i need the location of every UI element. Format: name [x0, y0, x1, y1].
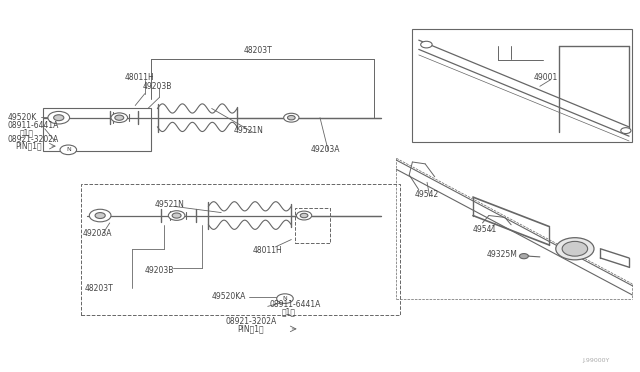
- Text: 49203B: 49203B: [145, 266, 174, 275]
- Circle shape: [276, 294, 293, 304]
- Text: 48203T: 48203T: [84, 284, 113, 293]
- Circle shape: [54, 115, 64, 121]
- Text: PIN（1）: PIN（1）: [237, 324, 264, 333]
- Text: 48203T: 48203T: [244, 46, 272, 55]
- Circle shape: [115, 115, 124, 120]
- Text: N: N: [66, 147, 70, 152]
- Text: 08911-6441A: 08911-6441A: [269, 300, 321, 309]
- Circle shape: [296, 211, 312, 220]
- Text: 48011H: 48011H: [253, 246, 283, 255]
- Circle shape: [621, 128, 631, 134]
- Text: 49203A: 49203A: [310, 145, 340, 154]
- Bar: [43, 109, 151, 151]
- Text: 49521N: 49521N: [154, 200, 184, 209]
- Text: 49521N: 49521N: [234, 126, 264, 135]
- Circle shape: [172, 213, 181, 218]
- Text: （1）: （1）: [19, 128, 33, 137]
- Circle shape: [420, 41, 432, 48]
- Text: 08911-6441A: 08911-6441A: [8, 121, 59, 130]
- Circle shape: [48, 112, 70, 124]
- Bar: [294, 208, 330, 243]
- Text: 48011H: 48011H: [124, 73, 154, 82]
- Circle shape: [556, 238, 594, 260]
- Circle shape: [300, 213, 308, 218]
- Text: 08921-3202A: 08921-3202A: [8, 135, 59, 144]
- Circle shape: [520, 254, 529, 259]
- Text: 49203B: 49203B: [143, 82, 172, 91]
- Circle shape: [168, 211, 185, 220]
- Bar: [81, 184, 399, 315]
- Text: 49520K: 49520K: [8, 113, 37, 122]
- Text: 08921-3202A: 08921-3202A: [226, 317, 277, 326]
- Circle shape: [90, 209, 111, 222]
- Circle shape: [60, 145, 77, 155]
- Text: 49203A: 49203A: [83, 229, 113, 238]
- Text: 49520KA: 49520KA: [212, 292, 246, 301]
- Text: PIN（1）: PIN（1）: [15, 142, 42, 151]
- Text: J.99000Y: J.99000Y: [582, 358, 610, 363]
- Text: 49542: 49542: [414, 190, 438, 199]
- Text: 49541: 49541: [473, 225, 497, 234]
- Circle shape: [95, 212, 105, 218]
- Circle shape: [111, 113, 127, 122]
- Bar: [412, 29, 632, 142]
- Circle shape: [287, 115, 295, 120]
- Circle shape: [562, 241, 588, 256]
- Text: （1）: （1）: [282, 307, 296, 316]
- Text: 49325M: 49325M: [487, 250, 518, 259]
- Text: 49001: 49001: [534, 73, 557, 82]
- Circle shape: [284, 113, 299, 122]
- Text: N: N: [283, 296, 287, 301]
